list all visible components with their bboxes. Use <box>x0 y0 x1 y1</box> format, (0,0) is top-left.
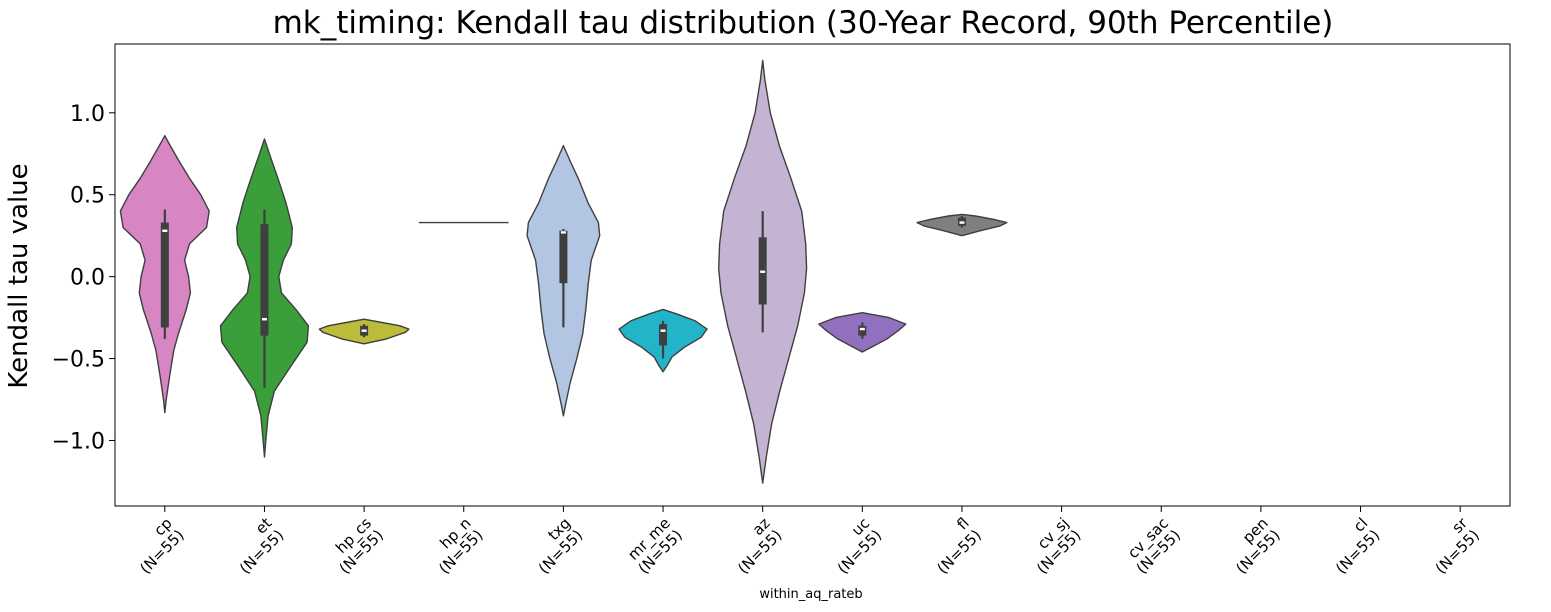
x-tick-label: et(N=55) <box>224 514 287 577</box>
x-tick-label: hp_n(N=55) <box>423 514 486 577</box>
y-tick-label: −0.5 <box>52 348 105 373</box>
median-cp <box>162 229 168 232</box>
box-uc <box>858 325 867 336</box>
x-tick-label: cl(N=55) <box>1320 514 1383 577</box>
x-axis-label: within_aq_rateb <box>759 587 862 602</box>
x-tick-label: cp(N=55) <box>124 514 187 577</box>
y-tick-label: 1.0 <box>70 102 105 127</box>
x-tick-label: txg(N=55) <box>523 514 586 577</box>
chart-title: mk_timing: Kendall tau distribution (30-… <box>273 5 1334 41</box>
median-az <box>760 270 766 273</box>
x-tick-label: az(N=55) <box>722 514 785 577</box>
x-tick-label: cv_sac(N=55) <box>1121 514 1184 577</box>
median-mr_me <box>660 329 666 332</box>
median-et <box>261 318 267 321</box>
x-tick-label: cv_sj(N=55) <box>1021 514 1084 577</box>
median-fl <box>959 221 965 224</box>
plot-area: −1.0 −0.5 0.0 0.5 1.0 cp(N=55) et(N=55) hp_cs(N… <box>52 43 1511 578</box>
x-tick-label: fl(N=55) <box>921 514 984 577</box>
plot-frame <box>114 43 1511 507</box>
box-mr_me <box>659 324 668 346</box>
median-hp_cs <box>361 329 367 332</box>
x-tick-label: pen(N=55) <box>1220 514 1283 577</box>
x-tick-label: mr_me(N=55) <box>623 514 686 577</box>
x-tick-label: uc(N=55) <box>822 514 885 577</box>
y-tick-label: 0.0 <box>70 266 105 291</box>
y-tick-label: 0.5 <box>70 184 105 209</box>
y-axis-label: Kendall tau value <box>4 163 34 388</box>
median-txg <box>560 231 566 234</box>
y-tick-label: −1.0 <box>52 429 105 454</box>
box-cp <box>160 222 169 328</box>
median-uc <box>859 327 865 331</box>
box-txg <box>559 230 568 284</box>
x-tick-label: hp_cs(N=55) <box>324 514 387 577</box>
box-et <box>260 224 269 336</box>
x-tick-label: sr(N=55) <box>1420 514 1484 578</box>
